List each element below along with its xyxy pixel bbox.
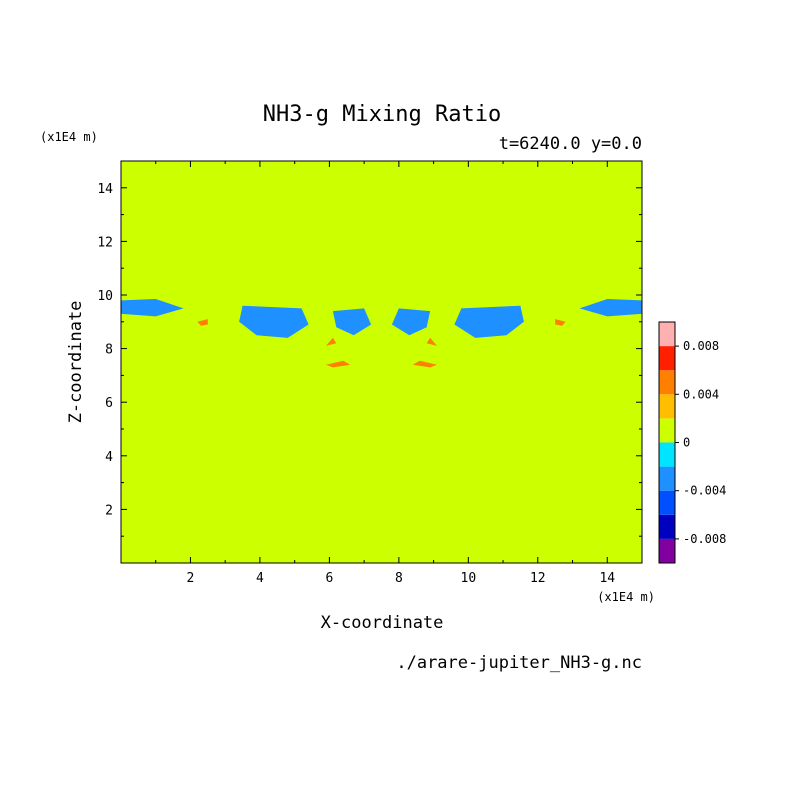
y-tick-label: 8 [105, 343, 113, 358]
contour-region-12 [579, 299, 642, 317]
y-tick-label: 6 [105, 396, 113, 411]
y-axis-unit: (x1E4 m) [40, 130, 98, 144]
x-tick-label: 12 [530, 571, 546, 586]
contour-region-3 [232, 488, 531, 563]
contour-region-7 [127, 228, 201, 295]
colorbar-tick-label: 0.008 [683, 339, 719, 353]
contour-region-2 [121, 354, 642, 539]
chart-title: NH3-g Mixing Ratio [263, 102, 501, 127]
contour-region-21 [325, 337, 337, 346]
contour-region-17 [197, 319, 208, 326]
x-tick-label: 10 [461, 571, 477, 586]
colorbar-swatch [659, 418, 675, 443]
contour-region-14 [454, 305, 524, 338]
contour-region-18 [555, 319, 566, 326]
chart-subtitle: t=6240.0 y=0.0 [499, 134, 642, 154]
contour-region-4 [121, 332, 233, 387]
y-axis: 2 4 6 8 10 12 14 [97, 182, 642, 537]
x-tick-label: 14 [599, 571, 615, 586]
y-tick-label: 12 [97, 235, 113, 250]
x-tick-label: 8 [395, 571, 403, 586]
y-tick-label: 10 [97, 289, 113, 304]
x-tick-label: 4 [256, 571, 264, 586]
colorbar-swatch [659, 442, 675, 467]
contour-region-16 [391, 308, 431, 336]
contour-region-9 [183, 198, 580, 301]
colorbar-tick-label: -0.008 [683, 532, 726, 546]
y-tick-label: 14 [97, 182, 113, 197]
x-tick-label: 2 [187, 571, 195, 586]
contour-region-15 [332, 308, 372, 336]
contour-region-8 [562, 228, 636, 295]
contour-region-20 [412, 360, 438, 368]
source-filename: ./arare-jupiter_NH3-g.nc [396, 653, 642, 673]
contour-region-11 [121, 299, 184, 317]
colorbar-swatch [659, 466, 675, 491]
colorbar: 0.008 0.004 0 -0.004 -0.008 [658, 321, 726, 564]
y-tick-label: 2 [105, 503, 113, 518]
x-tick-label: 6 [325, 571, 333, 586]
colorbar-swatch [659, 322, 675, 347]
contour-region-13 [239, 305, 309, 338]
x-axis-label: X-coordinate [321, 613, 444, 633]
contour-region-1 [489, 490, 632, 550]
colorbar-swatch [659, 346, 675, 371]
plot-frame [120, 160, 643, 564]
colorbar-swatch [659, 514, 675, 539]
colorbar-tick-label: 0.004 [683, 387, 719, 401]
colorbar-swatch [659, 370, 675, 395]
x-axis-unit: (x1E4 m) [597, 590, 655, 604]
contour-region-22 [426, 337, 438, 346]
y-axis-label: Z-coordinate [66, 301, 86, 424]
plot-area [121, 161, 642, 563]
contour-region-5 [530, 332, 642, 387]
contour-region-6 [242, 327, 521, 373]
colorbar-swatch [659, 394, 675, 419]
contour-region-19 [325, 360, 351, 368]
colorbar-tick-label: -0.004 [683, 484, 726, 498]
contour-region-10 [121, 163, 642, 202]
y-tick-label: 4 [105, 450, 113, 465]
colorbar-swatch [659, 538, 675, 563]
colorbar-tick-label: 0 [683, 436, 690, 450]
colorbar-swatch [659, 490, 675, 515]
contour-region-0 [131, 490, 274, 550]
x-axis: 2 4 6 8 10 12 14 [155, 161, 615, 586]
